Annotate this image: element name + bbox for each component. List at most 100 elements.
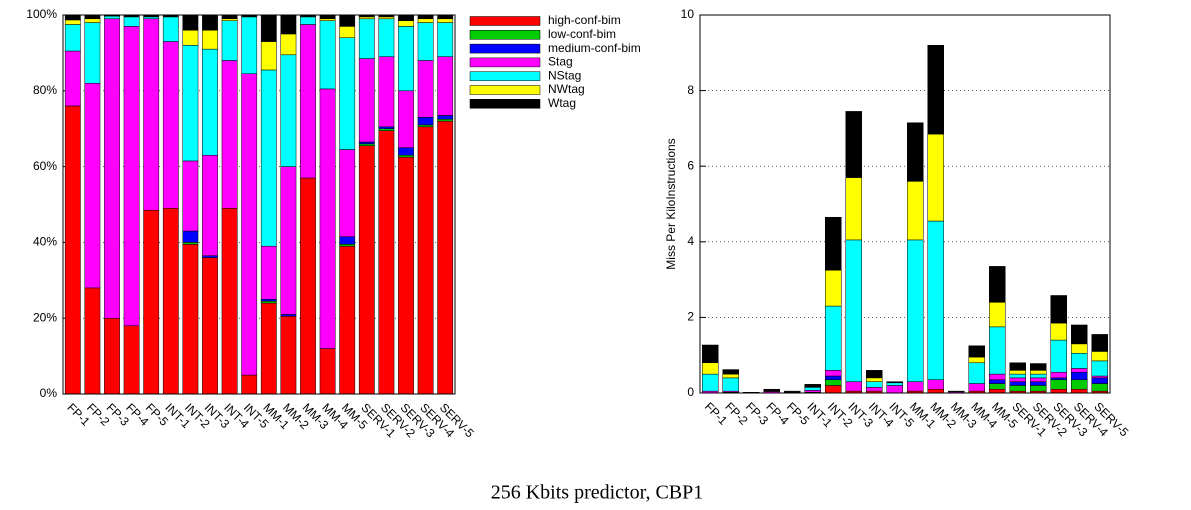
bar-segment [300,177,316,395]
bar-segment [182,29,199,46]
bar-segment [1009,370,1026,375]
bar-segment [358,145,375,395]
bar-segment [907,181,924,241]
bar-segment [702,373,719,392]
bar-segment [260,300,277,304]
y-axis-label: Miss Per KiloInstructions [664,138,678,269]
bar-segment [1050,322,1067,341]
bar-segment [1050,295,1067,324]
bar-segment [202,29,218,50]
bar-segment [1071,379,1088,390]
bar-segment [927,133,944,222]
bar-segment [886,385,903,394]
bar-segment [1091,377,1108,384]
bar-segment [64,14,81,21]
bar-segment [84,287,101,395]
legend-swatch [469,99,541,109]
bar-segment [280,314,297,317]
legend-label: medium-conf-bim [548,41,641,55]
bar-segment [104,317,120,395]
bar-segment [1071,371,1088,381]
bar-segment [417,117,434,126]
bar-segment [845,177,862,241]
bar-segment [1030,377,1047,382]
bar-segment [437,22,454,57]
bar-segment [437,18,454,23]
bar-segment [358,141,375,145]
y-tick-label: 100% [26,7,57,21]
bar-segment [927,379,944,390]
bar-segment [123,26,140,327]
bar-segment [989,266,1006,303]
bar-segment [1071,343,1088,354]
bar-segment [722,369,739,375]
bar-segment [1091,383,1108,392]
bar-segment [825,370,842,377]
bar-segment [417,18,434,23]
bar-segment [319,18,336,21]
bar-segment [339,26,356,38]
bar-segment [260,245,277,300]
bar-segment [398,154,414,158]
y-tick-label: 20% [33,310,57,324]
bar-segment [927,44,944,135]
bar-segment [339,244,356,247]
bar-segment [260,299,277,302]
bar-segment [241,16,258,74]
legend-swatch [469,30,541,40]
bar-segment [221,14,238,20]
bar-segment [845,111,862,178]
legend-swatch [469,57,541,68]
x-tick-label: FP-1 [702,399,731,428]
bar-segment [260,69,277,247]
bar-segment [417,14,434,20]
bar-segment [339,149,356,237]
bar-segment [339,14,356,27]
bar-segment [319,14,336,20]
plot: 0%20%40%60%80%100%FP-1FP-2FP-3FP-4FP-5IN… [26,7,640,440]
bar-segment [339,245,356,395]
y-tick-label: 6 [687,158,694,172]
bar-segment [437,115,454,120]
bar-segment [804,387,821,391]
y-tick-label: 8 [687,83,694,97]
bar-segment [64,105,81,395]
bar-segment [1009,377,1026,382]
bar-segment [398,156,414,395]
bar-segment [845,239,862,382]
bar-segment [702,362,719,375]
bar-segment [84,14,101,20]
bar-segment [804,390,821,393]
bar-segment [339,37,356,150]
bar-segment [437,14,454,20]
bar-segment [221,20,238,61]
bar-segment [1030,373,1047,379]
bar-segment [260,302,277,395]
bar-segment [143,209,160,395]
bar-segment [437,120,454,395]
bar-segment [378,56,395,128]
bar-segment [182,242,199,245]
bar-segment [339,236,356,245]
bar-segment [417,124,434,128]
bar-segment [1071,368,1088,373]
bar-segment [968,356,985,364]
bar-segment [162,208,179,395]
bar-segment [722,373,739,379]
bar-segment [989,373,1006,381]
bar-segment [968,383,985,392]
bar-segment [417,22,434,61]
bar-segment [182,230,199,243]
bar-segment [221,60,238,209]
bar-segment [1030,381,1047,386]
bar-segment [845,381,862,392]
bar-segment [825,269,842,307]
bar-segment [398,90,414,148]
bar-segment [143,18,160,211]
bar-segment [64,50,81,107]
bar-segment [123,16,140,27]
bar-segment [84,82,101,289]
bar-segment [398,20,414,27]
legend-label: NStag [548,68,581,82]
bar-segment [280,33,297,56]
